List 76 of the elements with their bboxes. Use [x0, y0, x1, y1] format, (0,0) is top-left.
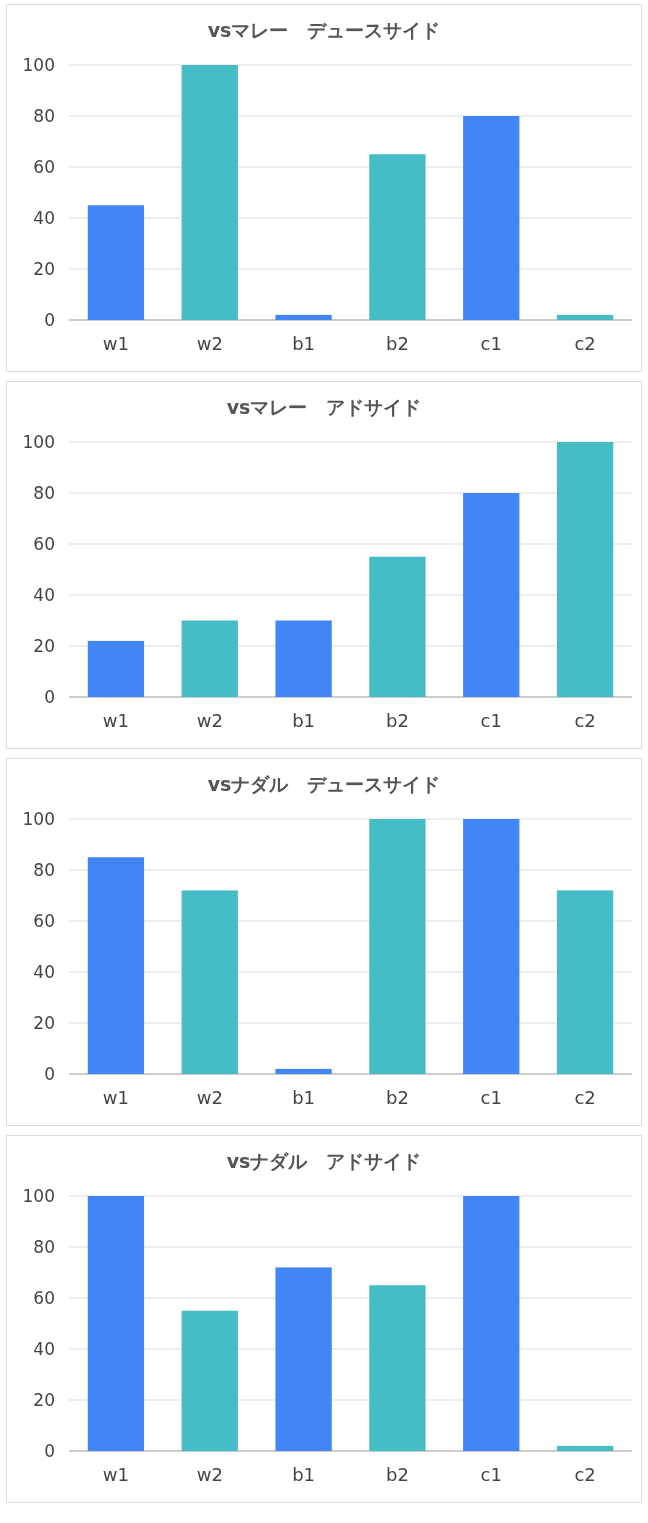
x-tick-label: w1 [102, 1087, 130, 1108]
x-tick-label: w1 [102, 710, 130, 731]
x-tick-label: c1 [480, 710, 502, 731]
y-tick-label: 0 [44, 1441, 55, 1461]
x-tick-label: c1 [480, 1087, 502, 1108]
y-tick-label: 40 [33, 962, 55, 982]
y-tick-label: 80 [33, 1237, 55, 1257]
y-tick-label: 60 [33, 911, 55, 931]
y-tick-label: 100 [22, 1186, 55, 1206]
bar [87, 1196, 145, 1451]
bar [181, 890, 238, 1074]
bar [463, 1196, 520, 1451]
y-tick-label: 0 [44, 1064, 55, 1084]
x-tick-label: w2 [196, 1087, 223, 1108]
x-tick-label: c2 [574, 1464, 596, 1485]
bar [463, 819, 520, 1074]
x-tick-label: b2 [385, 1464, 409, 1485]
x-tick-label: b2 [385, 1087, 409, 1108]
bar [369, 819, 426, 1074]
bar [369, 1285, 426, 1451]
chart-title: vsマレー デュースサイド [207, 19, 441, 41]
y-tick-label: 40 [33, 585, 55, 605]
x-tick-label: b2 [385, 333, 409, 354]
bar [275, 620, 332, 697]
bar [181, 620, 238, 697]
y-tick-label: 20 [33, 636, 55, 656]
bar [556, 314, 614, 320]
x-tick-label: c1 [480, 1464, 502, 1485]
y-tick-label: 20 [33, 259, 55, 279]
bar [181, 65, 238, 320]
x-tick-label: b1 [292, 710, 316, 731]
x-tick-label: c1 [480, 333, 502, 354]
bar [556, 890, 614, 1074]
y-tick-label: 100 [22, 55, 55, 75]
chart-title: vsナダル アドサイド [226, 1150, 422, 1172]
x-tick-label: w2 [196, 710, 223, 731]
bar [463, 493, 520, 697]
chart-title: vsマレー アドサイド [226, 396, 422, 418]
y-tick-label: 80 [33, 860, 55, 880]
x-tick-label: c2 [574, 710, 596, 731]
x-tick-label: w2 [196, 1464, 223, 1485]
y-tick-label: 40 [33, 208, 55, 228]
x-tick-label: w1 [102, 1464, 130, 1485]
y-tick-label: 80 [33, 483, 55, 503]
bar [275, 1267, 332, 1451]
bar [369, 154, 426, 320]
y-tick-label: 60 [33, 1288, 55, 1308]
bar [87, 857, 145, 1074]
x-tick-label: b1 [292, 1464, 316, 1485]
bar [275, 314, 332, 320]
y-tick-label: 100 [22, 809, 55, 829]
bar [556, 1445, 614, 1451]
x-tick-label: w1 [102, 333, 130, 354]
y-tick-label: 60 [33, 534, 55, 554]
x-tick-label: c2 [574, 333, 596, 354]
chart-title: vsナダル デュースサイド [207, 773, 441, 795]
x-tick-label: c2 [574, 1087, 596, 1108]
bar [463, 116, 520, 320]
bar [556, 442, 614, 697]
y-tick-label: 0 [44, 310, 55, 330]
bar [181, 1310, 238, 1451]
y-tick-label: 60 [33, 157, 55, 177]
bar [87, 640, 145, 697]
x-tick-label: b1 [292, 1087, 316, 1108]
bar [369, 556, 426, 697]
x-tick-label: b1 [292, 333, 316, 354]
bar [275, 1068, 332, 1074]
y-tick-label: 40 [33, 1339, 55, 1359]
x-tick-label: b2 [385, 710, 409, 731]
y-tick-label: 0 [44, 687, 55, 707]
y-tick-label: 20 [33, 1013, 55, 1033]
y-tick-label: 100 [22, 432, 55, 452]
y-tick-label: 80 [33, 106, 55, 126]
x-tick-label: w2 [196, 333, 223, 354]
bar [87, 205, 145, 320]
y-tick-label: 20 [33, 1390, 55, 1410]
